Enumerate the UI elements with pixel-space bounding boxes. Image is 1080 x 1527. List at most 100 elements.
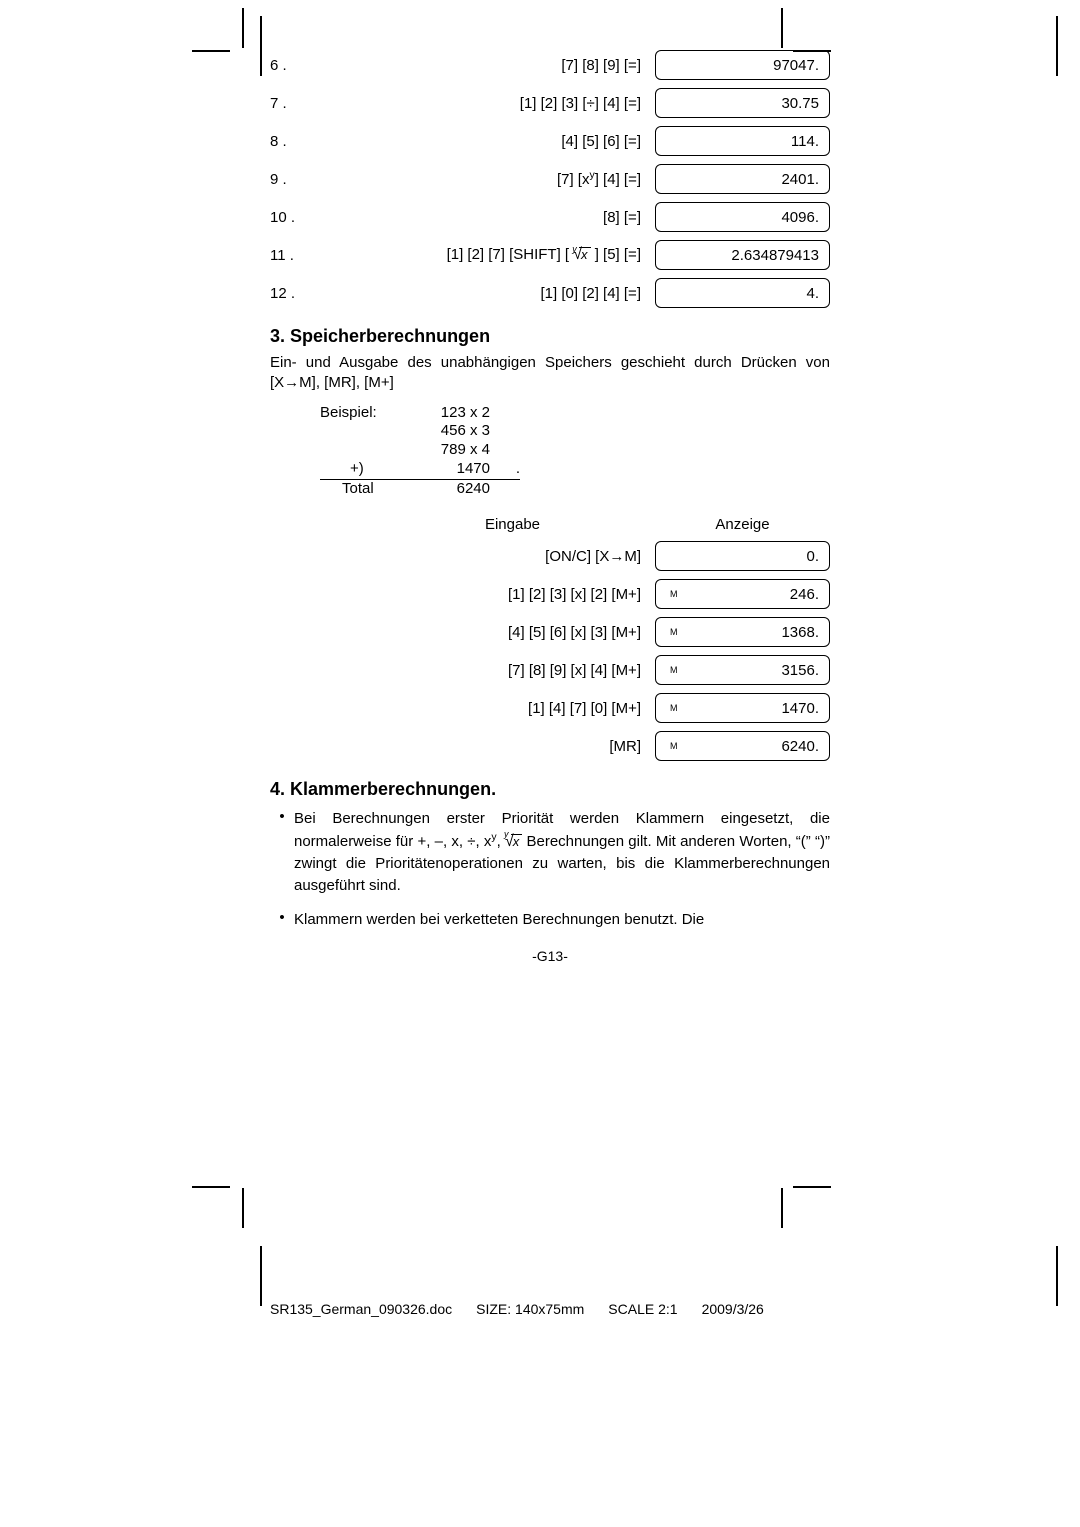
step-input: [7] [xy] [4] [=] (320, 171, 655, 188)
example-plus-val: 1470 (400, 460, 490, 480)
calc-row: 11 .[1] [2] [7] [SHIFT] [ y√x ] [5] [=]2… (270, 240, 830, 270)
io-input: [7] [8] [9] [x] [4] [M+] (270, 662, 655, 679)
io-row: [MR] M 6240. (270, 731, 830, 761)
crop-mark (781, 8, 783, 48)
display-box: M 3156. (655, 655, 830, 685)
crop-mark (192, 1186, 230, 1188)
display-box: M 6240. (655, 731, 830, 761)
io-input: [1] [2] [3] [x] [2] [M+] (270, 586, 655, 603)
example-block: Beispiel: 123 x 2 456 x 3 789 x 4 +) 147… (320, 404, 830, 499)
display-value: 1368. (781, 624, 819, 641)
anzeige-label: Anzeige (655, 516, 830, 533)
bullet-list: Bei Berechnungen erster Priorität werden… (270, 808, 830, 930)
footer-date: 2009/3/26 (702, 1301, 764, 1317)
memory-flag: M (670, 741, 678, 751)
crop-mark (192, 50, 230, 52)
step-number: 8 . (270, 133, 320, 150)
io-rows: [ON/C] [X→M]0.[1] [2] [3] [x] [2] [M+]M2… (270, 541, 830, 761)
step-input: [8] [=] (320, 209, 655, 226)
display-value: 4096. (781, 209, 819, 226)
cut-tick (260, 1246, 262, 1306)
display-value: 3156. (781, 662, 819, 679)
section4-title: 4. Klammerberechnungen. (270, 779, 830, 800)
step-number: 9 . (270, 171, 320, 188)
memory-flag: M (670, 589, 678, 599)
crop-mark (793, 1186, 831, 1188)
display-box: 30.75 (655, 88, 830, 118)
memory-flag: M (670, 627, 678, 637)
bullet-text: Bei Berechnungen erster Priorität werden… (294, 808, 830, 896)
display-value: 2401. (781, 171, 819, 188)
bullet-dot (270, 808, 294, 896)
step-number: 10 . (270, 209, 320, 226)
calc-row: 7 .[1] [2] [3] [÷] [4] [=] 30.75 (270, 88, 830, 118)
display-value: 30.75 (781, 95, 819, 112)
crop-mark (242, 1188, 244, 1228)
io-row: [1] [2] [3] [x] [2] [M+] M 246. (270, 579, 830, 609)
calc-rows: 6 .[7] [8] [9] [=] 97047. 7 .[1] [2] [3] [… (270, 50, 830, 308)
doc-footer: SR135_German_090326.doc SIZE: 140x75mm S… (270, 1301, 830, 1317)
calc-row: 8 .[4] [5] [6] [=] 114. (270, 126, 830, 156)
display-box: 2.634879413 (655, 240, 830, 270)
display-box: 4. (655, 278, 830, 308)
display-box: 0. (655, 541, 830, 571)
example-plus: +) (320, 460, 400, 480)
example-total-val: 6240 (400, 480, 490, 499)
display-value: 4. (806, 285, 819, 302)
io-input: [MR] (270, 738, 655, 755)
calc-row: 6 .[7] [8] [9] [=] 97047. (270, 50, 830, 80)
example-line: 789 x 4 (400, 441, 490, 460)
example-label: Beispiel: (320, 404, 400, 423)
crop-mark (242, 8, 244, 48)
display-box: M 246. (655, 579, 830, 609)
step-input: [1] [0] [2] [4] [=] (320, 285, 655, 302)
example-dot: . (490, 460, 520, 480)
io-header: Eingabe Anzeige (270, 516, 830, 533)
io-input: [4] [5] [6] [x] [3] [M+] (270, 624, 655, 641)
calc-row: 10 .[8] [=] 4096. (270, 202, 830, 232)
step-number: 11 . (270, 247, 320, 264)
example-line: 123 x 2 (400, 404, 490, 423)
footer-size: SIZE: 140x75mm (476, 1301, 584, 1317)
bullet-text: Klammern werden bei verketteten Berechnu… (294, 909, 830, 931)
step-number: 12 . (270, 285, 320, 302)
display-value: 97047. (773, 57, 819, 74)
memory-flag: M (670, 665, 678, 675)
example-total: Total (320, 480, 400, 499)
bullet-dot (270, 909, 294, 931)
display-value: 246. (790, 586, 819, 603)
step-number: 7 . (270, 95, 320, 112)
io-row: [1] [4] [7] [0] [M+] M 1470. (270, 693, 830, 723)
step-number: 6 . (270, 57, 320, 74)
eingabe-label: Eingabe (270, 516, 655, 533)
cut-tick (1056, 1246, 1058, 1306)
page-content: 6 .[7] [8] [9] [=]97047.7 .[1] [2] [3] [… (270, 50, 830, 964)
display-box: 2401. (655, 164, 830, 194)
display-value: 1470. (781, 700, 819, 717)
display-box: M 1470. (655, 693, 830, 723)
section3-title: 3. Speicherberechnungen (270, 326, 830, 347)
step-input: [7] [8] [9] [=] (320, 57, 655, 74)
io-input: [ON/C] [X→M] (270, 548, 655, 565)
step-input: [4] [5] [6] [=] (320, 133, 655, 150)
io-input: [1] [4] [7] [0] [M+] (270, 700, 655, 717)
display-value: 6240. (781, 738, 819, 755)
calc-row: 12 .[1] [0] [2] [4] [=] 4. (270, 278, 830, 308)
display-box: M 1368. (655, 617, 830, 647)
io-row: [4] [5] [6] [x] [3] [M+] M 1368. (270, 617, 830, 647)
io-row: [ON/C] [X→M]0. (270, 541, 830, 571)
section3-para: Ein- und Ausgabe des unabhängigen Speich… (270, 353, 830, 394)
cut-tick (1056, 16, 1058, 76)
display-box: 114. (655, 126, 830, 156)
footer-scale: SCALE 2:1 (608, 1301, 677, 1317)
page-marker: -G13- (270, 948, 830, 964)
display-value: 114. (791, 133, 819, 150)
crop-mark (781, 1188, 783, 1228)
memory-flag: M (670, 703, 678, 713)
cut-tick (260, 16, 262, 76)
calc-row: 9 .[7] [xy] [4] [=] 2401. (270, 164, 830, 194)
step-input: [1] [2] [7] [SHIFT] [ y√x ] [5] [=] (320, 246, 655, 264)
step-input: [1] [2] [3] [÷] [4] [=] (320, 95, 655, 112)
display-box: 97047. (655, 50, 830, 80)
footer-file: SR135_German_090326.doc (270, 1301, 452, 1317)
